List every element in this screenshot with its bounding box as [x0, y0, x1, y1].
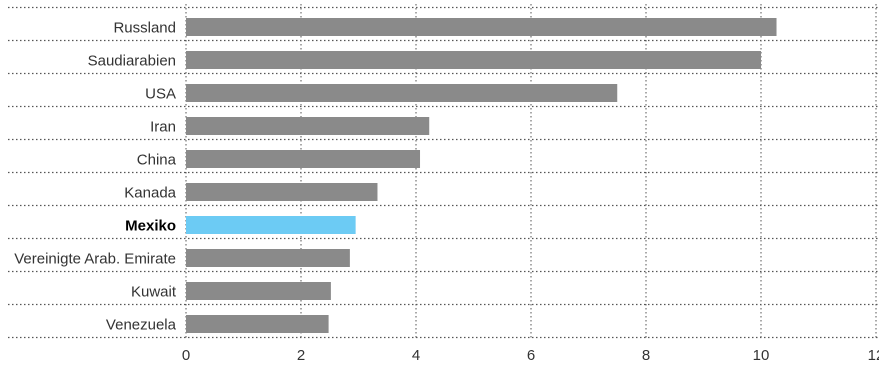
bar-china	[186, 150, 421, 168]
bar-russland	[186, 18, 777, 36]
category-label: USA	[145, 86, 176, 103]
bar-usa	[186, 84, 618, 102]
category-label: Kuwait	[131, 284, 177, 301]
category-label: Iran	[150, 119, 176, 136]
category-label: Vereinigte Arab. Emirate	[14, 251, 176, 268]
x-tick-label: 4	[412, 347, 420, 364]
x-tick-label: 10	[753, 347, 770, 364]
category-label: Mexiko	[125, 218, 176, 235]
bar-mexiko	[186, 216, 356, 234]
grid-lines	[8, 4, 879, 339]
x-tick-label: 6	[527, 347, 535, 364]
category-label: Kanada	[124, 185, 176, 202]
category-label: Saudiarabien	[88, 53, 176, 70]
bar-iran	[186, 117, 430, 135]
category-label: Venezuela	[106, 317, 177, 334]
bar-kuwait	[186, 282, 331, 300]
category-labels: Russland Saudiarabien USA Iran China Kanada Me…	[14, 20, 177, 334]
x-axis-tick-labels: 0 2 4 6 8 10 12	[182, 347, 879, 364]
bar-vereinigte-arab-emirate	[186, 249, 350, 267]
category-label: Russland	[113, 20, 176, 37]
bar-saudiarabien	[186, 51, 761, 69]
bar-kanada	[186, 183, 378, 201]
x-tick-label: 12	[868, 347, 879, 364]
bars	[186, 18, 777, 333]
x-tick-label: 2	[297, 347, 305, 364]
category-label: China	[137, 152, 177, 169]
x-tick-label: 8	[642, 347, 650, 364]
x-tick-label: 0	[182, 347, 190, 364]
bar-venezuela	[186, 315, 329, 333]
